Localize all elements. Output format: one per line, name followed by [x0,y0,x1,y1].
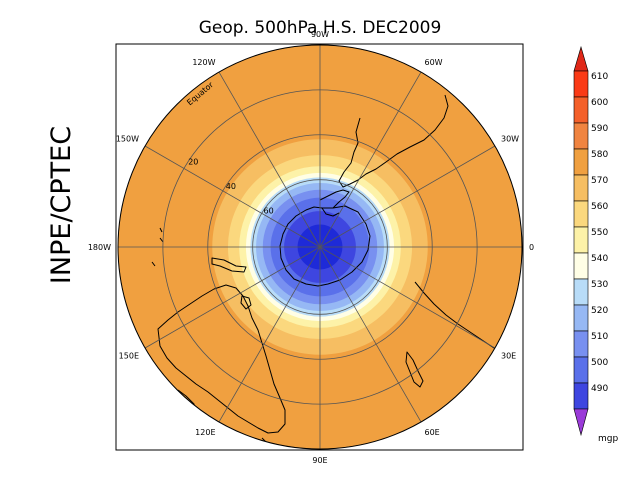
meridian-10 [144,145,321,248]
meridian-7 [218,246,321,423]
colorbar-label-510: 510 [591,332,608,342]
colorbar-box-510 [573,330,589,358]
polar-map: 90W60W30W030E60E90E120E150E180W150W120WE… [88,30,534,465]
colorbar: 610 600 590 580 570 560 550 540 530 520 510 500 490 m… [573,45,618,444]
latitude-label-2: 40 [226,182,236,191]
longitude-label-6: 90E [312,456,327,465]
colorbar-box-590 [573,122,589,150]
longitude-label-0: 90W [311,30,329,39]
coastline-south-america [338,94,449,188]
colorbar-label-580: 580 [591,150,608,160]
map-disc-border [117,44,523,450]
coastlines [151,94,521,447]
colorbar-box-600 [573,96,589,124]
colorbar-label-540: 540 [591,254,608,264]
latitude-label-3: 60 [264,207,274,216]
colorbar-bottom-arrow [573,408,589,437]
colorbar-label-590: 590 [591,124,608,134]
meridian-4 [319,246,496,349]
colorbar-label-600: 600 [591,98,608,108]
colorbar-box-560 [573,200,589,228]
colorbar-label-570: 570 [591,176,608,186]
coastline-weddell-shelf [321,207,340,217]
colorbar-box-530 [573,278,589,306]
colorbar-label-550: 550 [591,228,608,238]
colorbar-label-530: 530 [591,280,608,290]
coastline-antarctic-peninsula [319,189,350,209]
longitude-label-5: 60E [425,428,440,437]
longitude-label-7: 120E [195,428,215,437]
meridian-5 [319,246,422,423]
latitude-label-1: 20 [188,158,198,167]
coastline-madagascar [405,351,424,388]
coastline-antarctica [279,205,371,287]
longitude-label-1: 60W [425,58,443,67]
map-title: Geop. 500hPa H.S. DEC2009 [199,18,442,38]
colorbar-box-490 [573,382,589,410]
meridian-11 [218,71,321,248]
coastline-tasmania [240,295,252,310]
longitude-label-3: 0 [529,243,534,252]
colorbar-box-570 [573,174,589,202]
longitude-label-4: 30E [501,352,516,361]
colorbar-top-arrow [573,45,589,72]
colorbar-box-500 [573,356,589,384]
longitude-label-9: 180W [88,243,111,252]
colorbar-unit: mgp [598,434,618,444]
longitude-label-10: 150W [116,135,139,144]
colorbar-box-610 [573,70,589,98]
longitude-label-11: 120W [192,58,215,67]
colorbar-label-610: 610 [591,72,608,82]
colorbar-label-490: 490 [591,384,608,394]
graticule [118,45,522,449]
colorbar-box-550 [573,226,589,254]
longitude-label-2: 30W [501,135,519,144]
colorbar-label-500: 500 [591,358,608,368]
side-label: INPE/CPTEC [46,126,77,284]
colorbar-label-560: 560 [591,202,608,212]
colorbar-box-540 [573,252,589,280]
coastline-australia [157,284,286,434]
meridian-1 [319,71,422,248]
colorbar-label-520: 520 [591,306,608,316]
coastline-new-zealand [211,257,247,273]
colorbar-box-520 [573,304,589,332]
meridian-8 [144,246,321,349]
meridian-2 [319,145,496,248]
colorbar-box-580 [573,148,589,176]
longitude-label-8: 150E [119,352,139,361]
